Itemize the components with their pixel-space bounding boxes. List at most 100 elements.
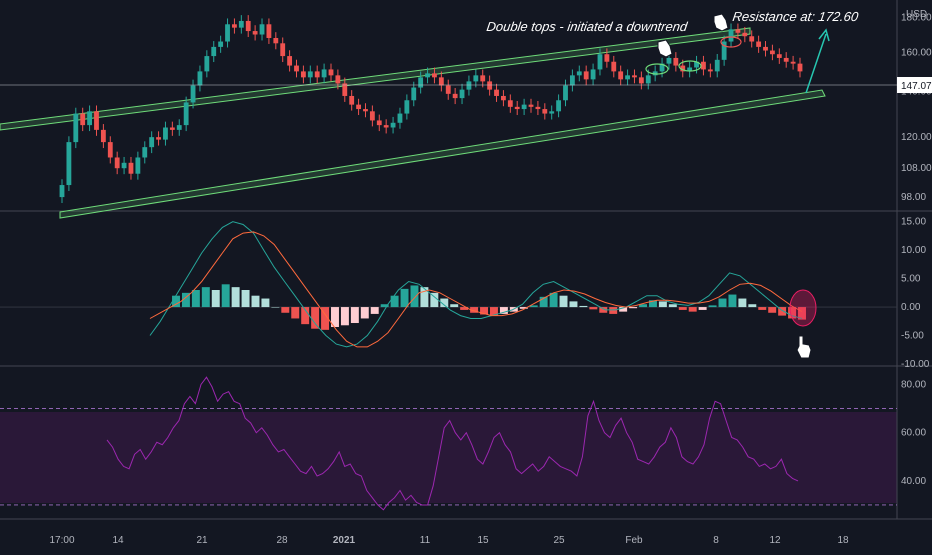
- candle-body: [590, 69, 596, 80]
- candle-body: [383, 125, 389, 128]
- macd-histogram-bar: [519, 307, 528, 309]
- candle-body: [632, 75, 637, 78]
- candle-body: [121, 162, 127, 169]
- candle-body: [238, 20, 244, 28]
- macd-histogram-bar: [460, 307, 469, 310]
- price-tick-label: 180.00: [901, 13, 932, 24]
- candle-body: [114, 157, 120, 169]
- candle-body: [59, 185, 65, 198]
- candle-body: [466, 81, 472, 90]
- rsi-tick-label: 60.00: [901, 428, 926, 439]
- macd-histogram-bar: [370, 307, 379, 314]
- candle-body: [701, 61, 706, 70]
- candle-body: [563, 85, 568, 101]
- candle-body: [756, 41, 762, 47]
- macd-histogram-bar: [231, 287, 240, 308]
- candle-body: [445, 85, 451, 94]
- top-marker-ellipse: [720, 36, 742, 48]
- time-tick-label: 21: [196, 535, 208, 546]
- candle-body: [335, 75, 341, 84]
- candle-body: [783, 57, 789, 62]
- candle-body: [480, 75, 486, 82]
- candle-body: [190, 85, 196, 103]
- price-tick-label: 98.00: [901, 192, 926, 203]
- macd-highlight-circle: [789, 289, 817, 327]
- candle-body: [411, 87, 417, 101]
- macd-tick-label: -10.00: [901, 359, 930, 370]
- macd-tick-label: 10.00: [901, 245, 926, 256]
- candle-body: [328, 69, 334, 76]
- candle-body: [604, 54, 610, 62]
- macd-histogram-bar: [221, 284, 230, 308]
- candle-body: [211, 46, 217, 57]
- time-tick-label: 8: [713, 535, 719, 546]
- candle-body: [452, 93, 458, 99]
- candle-body: [225, 24, 230, 42]
- candle-body: [142, 147, 148, 158]
- candle-body: [300, 71, 306, 78]
- candle-body: [438, 77, 444, 86]
- macd-histogram-bar: [589, 307, 598, 310]
- candle-body: [376, 120, 382, 126]
- candle-body: [287, 56, 293, 66]
- candle-body: [128, 162, 134, 174]
- macd-histogram-bar: [251, 295, 260, 308]
- pointing-hand-icon: [657, 39, 673, 58]
- macd-histogram-bar: [698, 307, 707, 310]
- time-tick-label: 18: [837, 535, 849, 546]
- candle-body: [694, 61, 699, 68]
- candle-body: [259, 24, 265, 35]
- resistance-annotation: Resistance at: 172.60: [732, 9, 860, 24]
- candle-body: [673, 57, 679, 66]
- candle-body: [728, 29, 734, 42]
- macd-histogram-bar: [321, 307, 330, 330]
- candle-body: [473, 75, 479, 82]
- rsi-band: [0, 412, 897, 503]
- macd-histogram-bar: [261, 298, 270, 308]
- macd-histogram-bar: [301, 307, 310, 325]
- macd-histogram-bar: [390, 295, 399, 308]
- price-unit-label: USD: [906, 9, 927, 20]
- candle-body: [459, 89, 465, 99]
- time-tick-label: 15: [477, 535, 489, 546]
- candle-body: [625, 75, 630, 80]
- price-tick-label: 120.00: [901, 132, 932, 143]
- current-price-badge: [897, 77, 932, 93]
- macd-histogram-bar: [410, 285, 419, 308]
- macd-histogram-bar: [688, 307, 697, 312]
- macd-histogram-bar: [191, 290, 200, 308]
- macd-histogram-bar: [748, 304, 757, 308]
- candle-body: [707, 69, 713, 72]
- macd-histogram-bar: [768, 307, 777, 313]
- macd-histogram-bar: [648, 300, 657, 308]
- candle-body: [494, 89, 499, 96]
- macd-histogram-bar: [559, 295, 568, 308]
- macd-histogram-bar: [331, 307, 339, 327]
- macd-histogram-bar: [499, 307, 508, 314]
- macd-histogram-bar: [798, 307, 806, 320]
- candle-body: [659, 63, 665, 72]
- candle-body: [163, 127, 168, 140]
- macd-histogram-bar: [181, 292, 190, 308]
- macd-histogram-bar: [549, 292, 558, 308]
- macd-histogram-bar: [708, 305, 717, 308]
- candle-body: [252, 31, 258, 35]
- breakout-arrow: [805, 33, 827, 94]
- macd-histogram-bar: [569, 301, 578, 308]
- candle-body: [266, 24, 272, 38]
- candle-body: [232, 24, 237, 28]
- candle-body: [369, 111, 375, 121]
- macd-histogram-bar: [291, 307, 300, 319]
- macd-histogram-bar: [728, 294, 737, 308]
- candle-body: [73, 113, 79, 143]
- macd-histogram-bar: [758, 307, 767, 310]
- price-tick-label: 108.00: [901, 163, 932, 174]
- macd-histogram-bar: [718, 298, 727, 308]
- candle-body: [501, 95, 506, 101]
- macd-histogram-bar: [539, 296, 548, 308]
- candle-body: [514, 106, 520, 110]
- candle-body: [714, 59, 720, 72]
- macd-histogram-bar: [629, 307, 638, 309]
